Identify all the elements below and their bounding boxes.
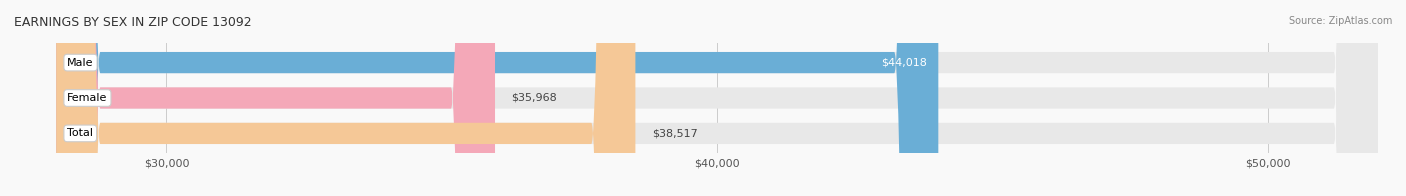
FancyBboxPatch shape [56,0,1378,196]
Text: EARNINGS BY SEX IN ZIP CODE 13092: EARNINGS BY SEX IN ZIP CODE 13092 [14,16,252,29]
Text: Female: Female [67,93,108,103]
Text: Male: Male [67,58,94,68]
Text: $44,018: $44,018 [882,58,928,68]
FancyBboxPatch shape [56,0,495,196]
FancyBboxPatch shape [56,0,636,196]
FancyBboxPatch shape [56,0,1378,196]
Text: $35,968: $35,968 [512,93,557,103]
Text: Total: Total [67,128,93,138]
Text: Source: ZipAtlas.com: Source: ZipAtlas.com [1288,16,1392,26]
Text: $38,517: $38,517 [652,128,697,138]
FancyBboxPatch shape [56,0,938,196]
FancyBboxPatch shape [56,0,1378,196]
